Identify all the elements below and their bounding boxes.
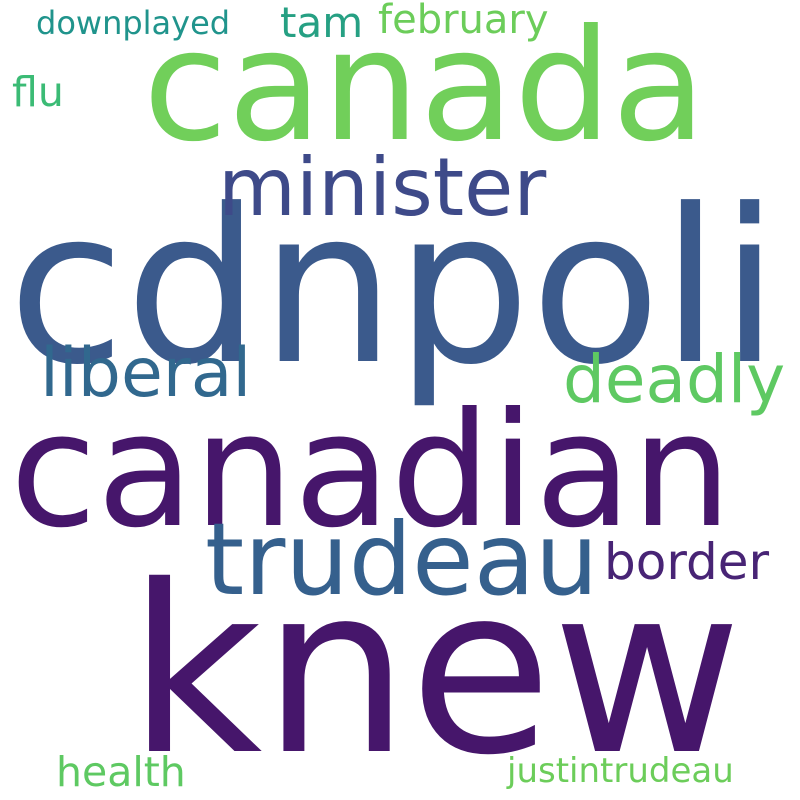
- word-health: health: [56, 748, 186, 796]
- word-flu: flu: [12, 68, 64, 116]
- word-february: february: [378, 0, 549, 43]
- word-border: border: [604, 533, 770, 591]
- word-trudeau: trudeau: [205, 501, 599, 618]
- word-minister: minister: [218, 141, 547, 234]
- word-canada: canada: [143, 0, 707, 176]
- word-liberal: liberal: [40, 334, 252, 413]
- word-deadly: deadly: [563, 341, 786, 418]
- word-knew: knew: [128, 536, 742, 800]
- word-tam: tam: [280, 0, 364, 47]
- word-downplayed: downplayed: [36, 4, 231, 42]
- word-cdnpoli: cdnpoli: [8, 164, 780, 412]
- word-justintrudeau: justintrudeau: [507, 751, 734, 791]
- word-canadian: canadian: [10, 379, 732, 563]
